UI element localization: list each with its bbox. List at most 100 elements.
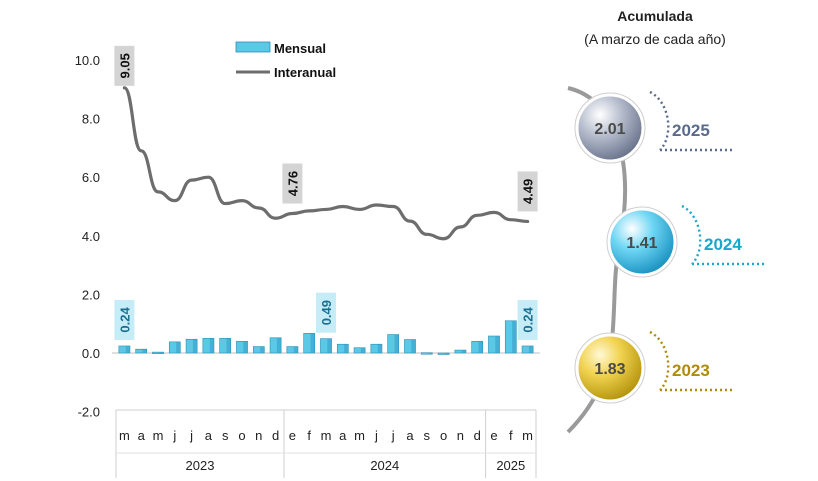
bubble-2024 [607,207,677,277]
data-label: 0.49 [319,300,334,325]
x-tick-label: o [440,428,447,443]
data-label-box [517,171,538,212]
bar-shade [310,333,315,353]
bubble-outline [574,332,646,404]
bar-mensual [420,352,433,355]
accumulated-subtitle: (A marzo de cada año) [584,31,726,47]
legend-label: Mensual [274,41,326,56]
x-tick-label: m [354,428,365,443]
bar-shade [260,346,265,353]
data-label: 0.24 [117,307,132,333]
bar-shade [176,341,181,353]
bar-shade [327,338,332,353]
bubble-year-label: 2024 [704,235,742,254]
bar-mensual [471,340,484,354]
bar-shade [444,353,450,355]
year-group-label: 2025 [496,458,525,473]
x-tick-label: d [272,428,279,443]
bar-shade [394,334,399,353]
data-label: 4.49 [521,179,536,204]
x-tick-label: d [474,428,481,443]
bar-shade [192,339,198,353]
data-label-box [114,299,135,340]
bar-shade [461,350,466,353]
x-tick-label: e [289,428,296,443]
x-tick-label: s [222,428,229,443]
bubble-year-label: 2025 [672,121,710,140]
bubble-arc [649,90,670,151]
bar-shade [142,349,147,353]
bubble-value: 1.83 [594,361,625,378]
x-tick-label: n [457,428,464,443]
x-tick-label: a [138,428,146,443]
bubble-value: 2.01 [594,121,625,138]
line-interanual [122,86,530,241]
x-tick-label: s [424,428,431,443]
bar-shade [478,341,483,353]
bubble-arc [649,330,670,391]
bar-mensual [336,343,349,354]
x-tick-label: m [321,428,332,443]
bubble-outline [574,92,646,164]
bar-shade [495,336,500,353]
x-tick-label: a [339,428,347,443]
x-tick-label: o [238,428,245,443]
legend-label: Interanual [274,65,336,80]
x-tick-label: j [374,428,378,443]
x-tick-label: n [255,428,262,443]
y-tick-label: 10.0 [75,53,100,68]
x-tick-label: m [522,428,533,443]
bar-shade [344,344,349,353]
x-tick-label: m [153,428,164,443]
bar-shade [512,320,517,353]
data-label-box [282,163,303,204]
bubble-outline [606,206,678,278]
x-tick-label: f [509,428,513,443]
bar-mensual [521,345,534,354]
bubble-arc [681,204,702,265]
bar-mensual [387,334,400,354]
bubble-2025 [575,93,645,163]
x-tick-label: a [205,428,213,443]
bar-shade [411,339,416,353]
y-tick-label: 6.0 [82,170,100,185]
y-tick-label: 2.0 [82,287,100,302]
bar-shade [360,347,366,353]
data-label: 9.05 [117,53,132,78]
data-label-box [114,45,135,86]
x-tick-label: j [189,428,193,443]
bar-shade [125,345,130,353]
year-group-label: 2023 [186,458,215,473]
accumulated-bubbles: 2.01 2025 1.41 2024 1.83 2023 [566,86,764,434]
legend-swatch-bar [235,41,271,53]
y-tick-label: 4.0 [82,229,100,244]
data-label-box [316,292,336,333]
inflation-chart: 10.0 8.0 6.0 4.0 2.0 0.0 -2.0 9.05 4.76 4.49 0.24… [74,41,540,478]
y-tick-label: 0.0 [82,346,100,361]
bar-shade [276,337,282,353]
bar-shade [528,345,534,353]
accumulated-panel: Acumulada (A marzo de cada año) 2.01 2025… [540,0,818,481]
bar-shade [428,352,433,355]
data-label-box [517,299,538,340]
bubble-value: 1.41 [626,235,657,252]
bubble-year-label: 2023 [672,361,710,380]
data-label: 0.24 [521,307,536,333]
x-tick-label: f [307,428,311,443]
x-tick-label: a [406,428,414,443]
bar-mensual [303,333,316,354]
accumulated-title: Acumulada [617,8,693,24]
bar-shade [159,352,164,354]
bar-shade [377,344,382,353]
x-tick-label: j [172,428,176,443]
x-tick-label: e [490,428,497,443]
bar-shade [226,338,231,353]
y-tick-label: 8.0 [82,112,100,127]
bubble-2023 [575,333,645,403]
y-tick-label: -2.0 [78,405,100,420]
x-tick-label: m [119,428,130,443]
data-label: 4.76 [285,171,300,196]
bar-shade [209,338,214,353]
bar-shade [293,346,298,353]
bar-shade [243,341,248,353]
